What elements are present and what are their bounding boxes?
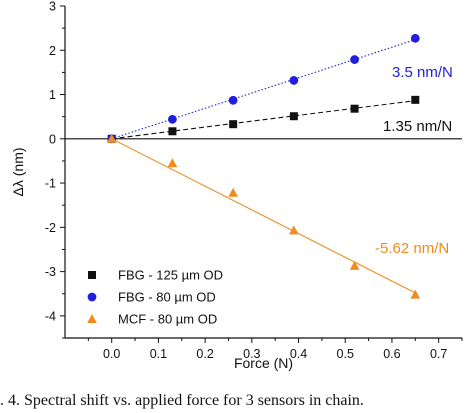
data-point-triangle <box>410 289 421 299</box>
legend-marker-circle <box>87 292 97 302</box>
x-tick-label: 0.6 <box>383 347 400 361</box>
x-tick-label: 0.3 <box>243 347 260 361</box>
data-point-circle <box>350 55 359 64</box>
x-tick-label: 0.4 <box>290 347 307 361</box>
y-tick-label: 0 <box>49 132 56 146</box>
data-point-square <box>229 120 238 129</box>
y-tick-label: 3 <box>49 0 56 14</box>
slope-label: 1.35 nm/N <box>383 118 452 135</box>
x-axis-title: Force (N) <box>234 355 293 371</box>
fit-line-1 <box>111 39 416 140</box>
fit-line-0 <box>111 100 416 140</box>
y-tick-label: 2 <box>49 44 56 58</box>
chart: 0.0 0.1 0.2 0.3 0.4 0.5 0.6 0.7 3 2 1 0 -1 -2 -3 -4 Forc… <box>10 0 463 371</box>
x-tick-label: 0.1 <box>150 347 167 361</box>
data-point-circle <box>168 114 177 124</box>
data-point-circle <box>410 33 420 43</box>
data-point-triangle <box>228 187 238 197</box>
slope-label: -5.62 nm/N <box>375 240 449 257</box>
data-point-circle <box>289 75 299 85</box>
legend-entry: MCF - 80 µm OD <box>118 312 217 327</box>
x-tick-label: 0.0 <box>103 347 120 361</box>
legend-entry: FBG - 80 µm OD <box>118 290 216 305</box>
y-tick-label: -3 <box>45 265 56 279</box>
legend-entry: FBG - 125 µm OD <box>118 268 223 283</box>
y-tick-label: -2 <box>45 221 56 235</box>
x-tick-label: 0.7 <box>430 347 447 361</box>
data-point-square <box>411 95 420 104</box>
data-point-square <box>289 112 298 121</box>
x-tick-label: 0.2 <box>196 347 213 361</box>
x-tick-label: 0.5 <box>337 347 354 361</box>
y-tick-label: 1 <box>49 88 56 102</box>
data-point-triangle <box>106 133 117 143</box>
data-point-square <box>350 104 359 113</box>
data-point-square <box>168 127 177 136</box>
y-tick-label: -4 <box>45 309 56 323</box>
data-point-triangle <box>349 260 360 270</box>
slope-label: 3.5 nm/N <box>392 64 453 81</box>
data-point-circle <box>228 95 238 105</box>
figure-caption: . 4. Spectral shift vs. applied force fo… <box>0 392 364 409</box>
data-point-triangle <box>167 158 178 168</box>
legend-marker-square <box>88 271 96 279</box>
data-point-triangle <box>289 225 299 235</box>
legend-marker-triangle <box>87 314 97 323</box>
y-tick-label: -1 <box>45 177 56 191</box>
fit-line-2 <box>111 138 416 294</box>
y-axis-title: Δλ (nm) <box>10 147 26 196</box>
